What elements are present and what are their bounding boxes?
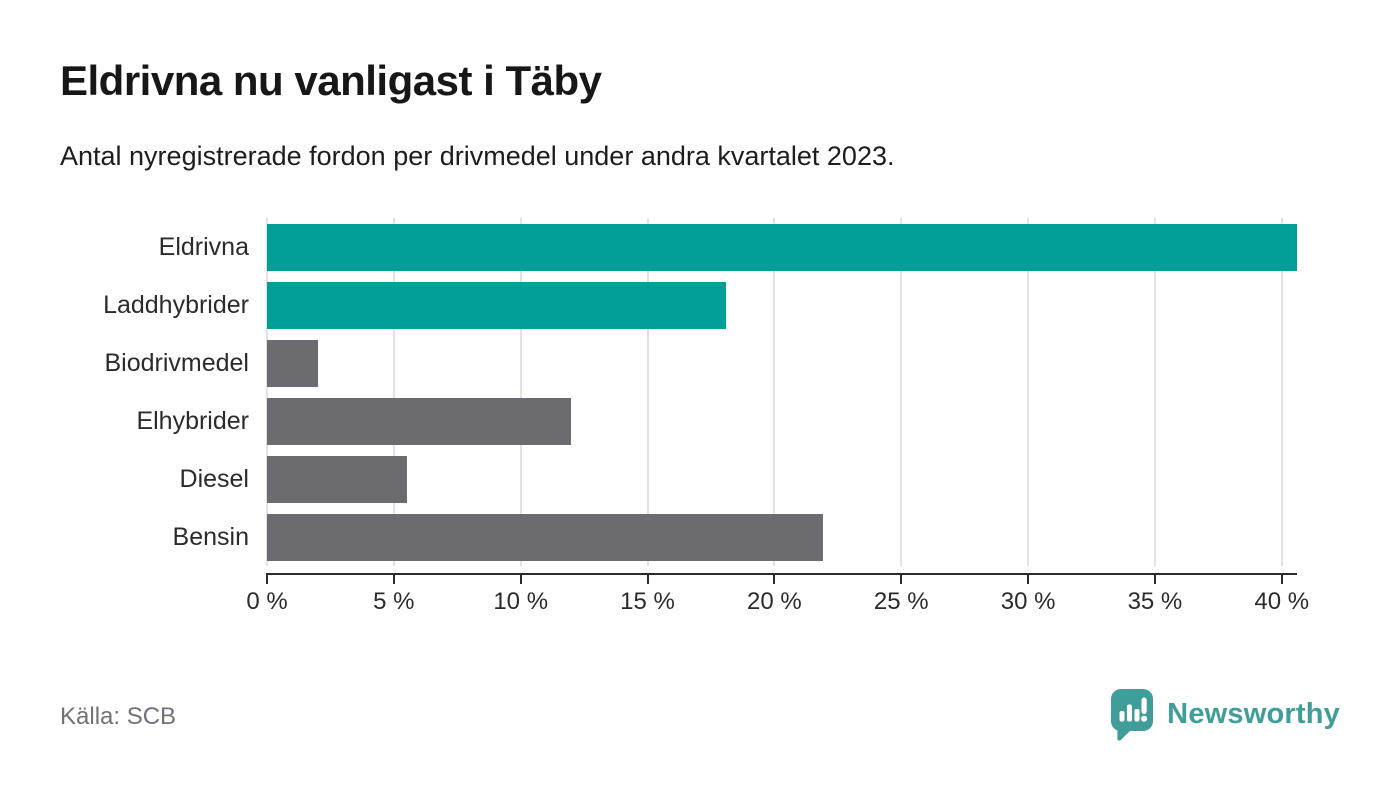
gridline-layer xyxy=(266,218,1297,566)
bar-row: Elhybrider xyxy=(60,392,1297,450)
axis-tick xyxy=(1153,573,1156,584)
axis-tick xyxy=(646,573,649,584)
axis-tick xyxy=(900,573,903,584)
bar-elhybrider xyxy=(267,397,572,445)
gridline xyxy=(1153,218,1156,566)
axis-tick xyxy=(1280,573,1283,584)
bar-eldrivna xyxy=(267,223,1297,271)
axis-tick xyxy=(773,573,776,584)
bar-bensin xyxy=(267,513,823,561)
bar-track xyxy=(267,223,1297,271)
axis-tick-label: 30 % xyxy=(1000,588,1056,615)
axis-tick-label: 5 % xyxy=(373,588,415,615)
bar-laddhybrider xyxy=(267,281,727,329)
gridline xyxy=(1280,218,1283,566)
x-axis-ticks xyxy=(266,573,1297,584)
bar-chart: Eldrivna Laddhybrider Biodrivmedel Elhybrid… xyxy=(60,218,1309,618)
newsworthy-pin-icon xyxy=(1108,688,1154,741)
category-label: Eldrivna xyxy=(158,232,249,261)
chart-title: Eldrivna nu vanligast i Täby xyxy=(60,57,602,104)
source-note: Källa: SCB xyxy=(60,703,177,730)
bar-row: Biodrivmedel xyxy=(60,334,1297,392)
axis-tick-label: 40 % xyxy=(1254,588,1310,615)
gridline xyxy=(900,218,903,566)
category-label: Bensin xyxy=(172,522,249,551)
bar-row: Bensin xyxy=(60,508,1297,566)
axis-tick xyxy=(519,573,522,584)
axis-tick-label: 15 % xyxy=(620,588,675,615)
axis-tick-label: 20 % xyxy=(747,588,802,615)
axis-tick-label: 35 % xyxy=(1127,588,1183,615)
x-axis-line xyxy=(267,573,1297,575)
gridline xyxy=(266,218,268,566)
bar-row: Eldrivna xyxy=(60,218,1297,276)
bar-track xyxy=(267,281,1297,329)
category-label: Laddhybrider xyxy=(103,290,249,319)
axis-tick-label: 0 % xyxy=(246,588,288,615)
category-label: Elhybrider xyxy=(136,406,249,435)
category-label: Biodrivmedel xyxy=(104,348,249,377)
category-label: Diesel xyxy=(179,464,249,493)
chart-subtitle: Antal nyregistrerade fordon per drivmede… xyxy=(60,141,895,171)
axis-tick-label: 10 % xyxy=(493,588,549,615)
bar-track xyxy=(267,513,1297,561)
bar-rows: Eldrivna Laddhybrider Biodrivmedel Elhybrid… xyxy=(60,218,1297,566)
bar-biodrivmedel xyxy=(267,339,318,387)
axis-tick xyxy=(392,573,395,584)
gridline xyxy=(392,218,395,566)
bar-diesel xyxy=(267,455,407,503)
gridline xyxy=(519,218,522,566)
gridline xyxy=(773,218,776,566)
axis-tick xyxy=(1027,573,1030,584)
bar-row: Diesel xyxy=(60,450,1297,508)
newsworthy-logo: Newsworthy xyxy=(1108,687,1340,741)
axis-tick xyxy=(266,573,268,584)
bar-row: Laddhybrider xyxy=(60,276,1297,334)
gridline xyxy=(646,218,649,566)
bar-track xyxy=(267,397,1297,445)
x-axis-tick-labels: 0 % 5 % 10 % 15 % 20 % 25 % 30 % 35 % 40 % xyxy=(246,588,1309,618)
gridline xyxy=(1027,218,1030,566)
axis-tick-label: 25 % xyxy=(873,588,929,615)
bar-track xyxy=(267,455,1297,503)
newsworthy-wordmark: Newsworthy xyxy=(1167,697,1340,730)
bar-track xyxy=(267,339,1297,387)
